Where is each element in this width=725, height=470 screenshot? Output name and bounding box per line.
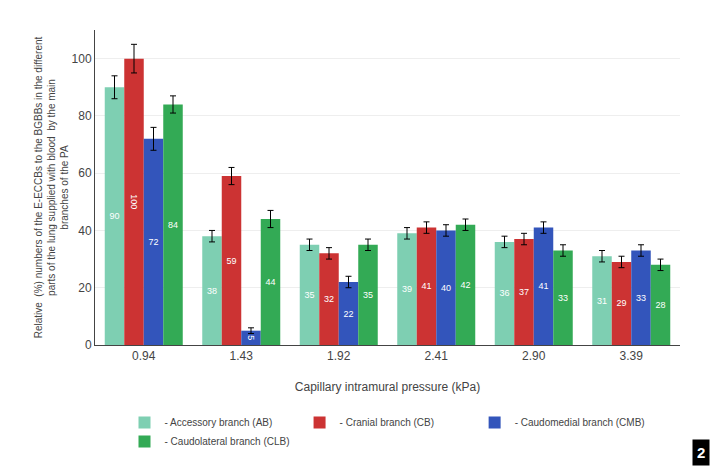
svg-text:39: 39 — [402, 284, 412, 294]
svg-text:100: 100 — [129, 194, 139, 209]
svg-text:- Caudolateral branch (CLB): - Caudolateral branch (CLB) — [165, 436, 290, 447]
svg-text:35: 35 — [363, 290, 373, 300]
svg-text:22: 22 — [343, 309, 353, 319]
svg-text:90: 90 — [109, 211, 119, 221]
svg-text:32: 32 — [324, 294, 334, 304]
svg-text:41: 41 — [538, 281, 548, 291]
svg-text:1.92: 1.92 — [327, 349, 351, 363]
svg-text:40: 40 — [78, 224, 92, 238]
svg-text:2.90: 2.90 — [522, 349, 546, 363]
svg-text:35: 35 — [304, 290, 314, 300]
svg-text:80: 80 — [78, 109, 92, 123]
svg-text:33: 33 — [636, 293, 646, 303]
svg-text:60: 60 — [78, 166, 92, 180]
svg-text:36: 36 — [499, 288, 509, 298]
svg-text:44: 44 — [265, 277, 275, 287]
svg-text:38: 38 — [207, 286, 217, 296]
svg-text:29: 29 — [616, 298, 626, 308]
svg-text:- Caudomedial branch (CMB): - Caudomedial branch (CMB) — [515, 417, 645, 428]
svg-text:5: 5 — [246, 335, 256, 340]
svg-text:Capillary intramural pressure: Capillary intramural pressure (kPa) — [295, 380, 480, 394]
svg-text:33: 33 — [558, 293, 568, 303]
svg-text:3.39: 3.39 — [620, 349, 644, 363]
svg-text:2: 2 — [697, 444, 705, 461]
svg-text:28: 28 — [655, 300, 665, 310]
svg-text:20: 20 — [78, 281, 92, 295]
svg-text:Relative (%) numbers of the E: Relative (%) numbers of the E-ECCBs to t… — [33, 36, 70, 338]
svg-text:41: 41 — [421, 281, 431, 291]
svg-text:31: 31 — [597, 296, 607, 306]
svg-text:0: 0 — [85, 338, 92, 352]
svg-text:2.41: 2.41 — [425, 349, 449, 363]
svg-text:42: 42 — [460, 280, 470, 290]
svg-text:84: 84 — [168, 220, 178, 230]
svg-text:40: 40 — [441, 283, 451, 293]
svg-text:72: 72 — [148, 237, 158, 247]
svg-text:59: 59 — [226, 256, 236, 266]
svg-text:0.94: 0.94 — [132, 349, 156, 363]
svg-text:37: 37 — [519, 287, 529, 297]
svg-text:- Cranial branch (CB): - Cranial branch (CB) — [340, 417, 434, 428]
svg-text:- Accessory branch (AB): - Accessory branch (AB) — [165, 417, 273, 428]
svg-text:100: 100 — [72, 52, 92, 66]
svg-text:1.43: 1.43 — [230, 349, 254, 363]
